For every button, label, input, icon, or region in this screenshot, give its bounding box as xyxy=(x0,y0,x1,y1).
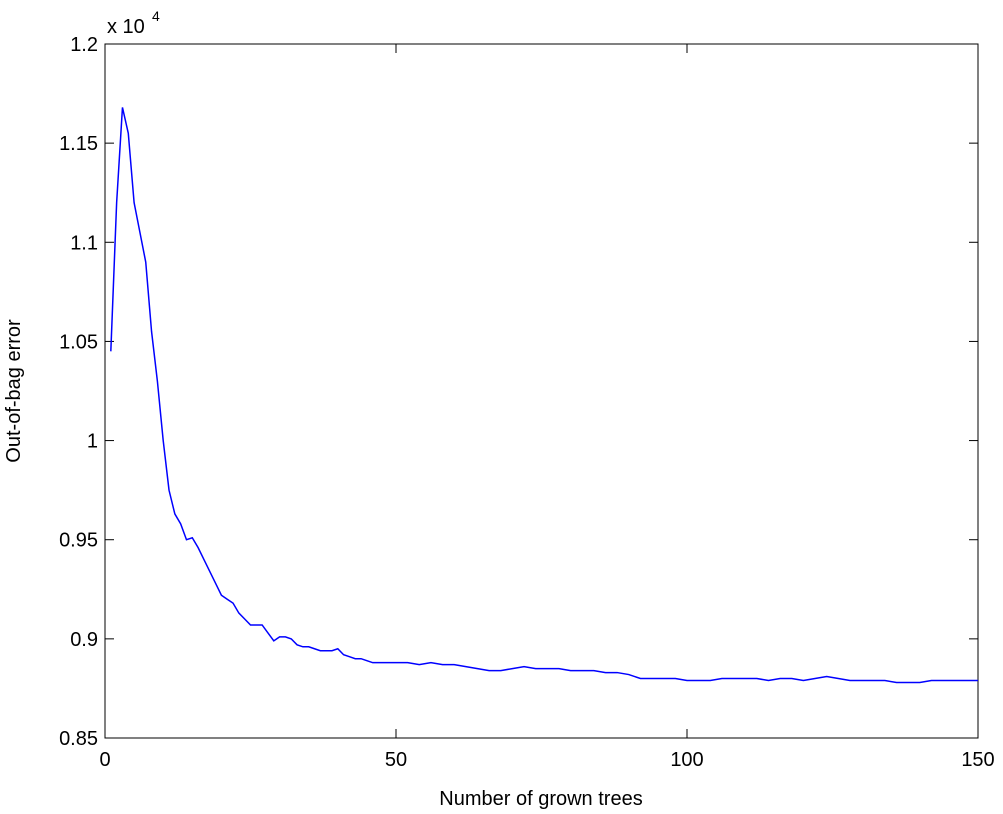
y-tick-label: 0.9 xyxy=(70,629,98,651)
x-axis-label: Number of grown trees xyxy=(439,788,642,810)
x-tick-label: 0 xyxy=(99,749,110,771)
y-tick-label: 1.1 xyxy=(70,232,98,254)
y-multiplier-exponent: 4 xyxy=(152,8,160,24)
x-tick-label: 50 xyxy=(385,749,407,771)
plot-area xyxy=(104,43,979,739)
y-tick-label: 0.95 xyxy=(59,530,98,552)
y-tick-label: 1.05 xyxy=(59,331,98,353)
y-tick-label: 1 xyxy=(87,431,98,453)
y-axis-label: Out-of-bag error xyxy=(3,319,25,463)
y-tick-label: 1.15 xyxy=(59,133,98,155)
x-tick-label: 100 xyxy=(670,749,703,771)
series-line xyxy=(110,107,978,684)
tick-labels-layer: 0 50 100 150 0.85 0.9 0.95 1 1.05 1.1 1.15 1.2 xyxy=(59,34,995,771)
y-multiplier-base: x 10 xyxy=(107,16,145,38)
y-tick-label: 1.2 xyxy=(70,34,98,56)
x-tick-label: 150 xyxy=(961,749,994,771)
y-tick-label: 0.85 xyxy=(59,728,98,750)
ticks-layer xyxy=(104,43,979,739)
